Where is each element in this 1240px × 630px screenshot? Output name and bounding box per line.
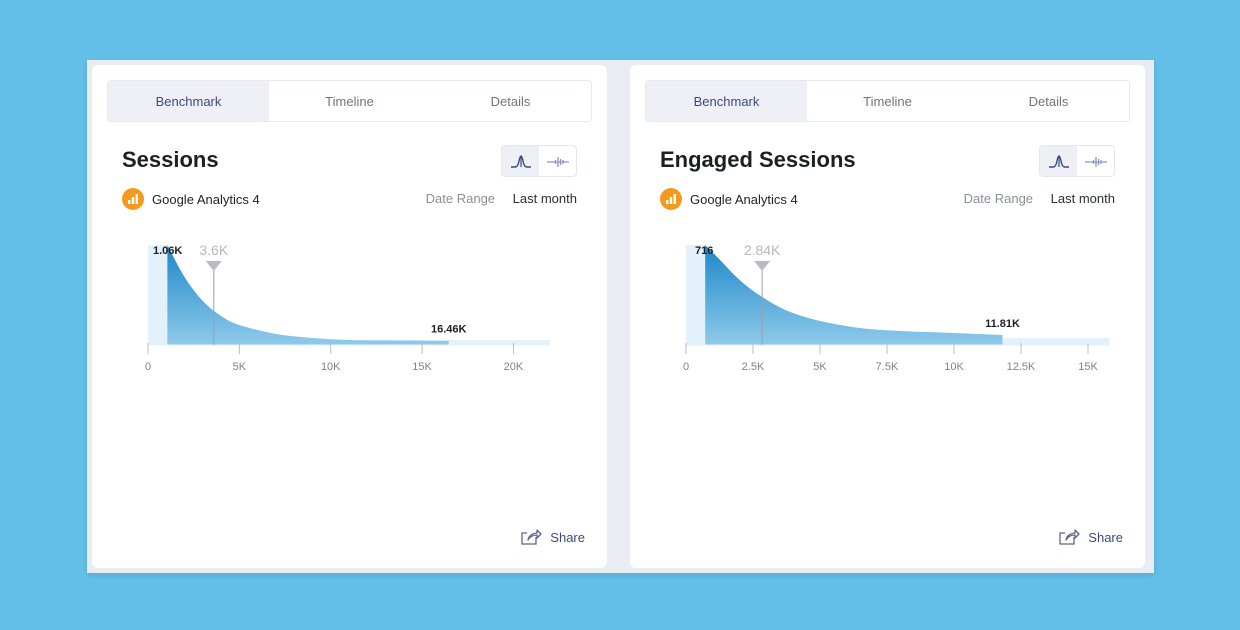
share-label: Share: [1088, 529, 1123, 545]
histogram-view-button[interactable]: [1077, 146, 1114, 176]
date-range-label: Date Range: [425, 191, 496, 206]
histogram-icon: [546, 157, 569, 167]
benchmark-chart: 0 2.5K 5K 7.5K 10K 12.5K 15K 2.84K 716 11.81K: [683, 242, 1110, 373]
histogram-view-button[interactable]: [539, 146, 576, 176]
source-label: Google Analytics 4: [690, 191, 798, 207]
card-title: Engaged Sessions: [660, 147, 856, 172]
x-tick-label: 10K: [321, 361, 341, 373]
tab-bar: Benchmark Timeline Details: [645, 80, 1130, 122]
tab-timeline[interactable]: Timeline: [325, 93, 374, 109]
distribution-area: [167, 245, 449, 345]
benchmark-marker: [205, 261, 222, 271]
end-value-label: 16.46K: [431, 324, 467, 336]
distribution-tail-band: [448, 340, 550, 345]
x-tick-label: 7.5K: [876, 361, 899, 373]
google-analytics-icon: [122, 188, 144, 210]
x-tick-label: 5K: [813, 361, 827, 373]
benchmark-marker: [754, 261, 771, 271]
x-tick-label: 10K: [944, 361, 964, 373]
sessions-card: Benchmark Timeline Details Sessions Goog…: [92, 65, 607, 568]
x-tick-label: 15K: [412, 361, 432, 373]
tab-details[interactable]: Details: [1028, 93, 1069, 109]
card-title: Sessions: [122, 147, 219, 172]
date-range-label: Date Range: [963, 191, 1034, 206]
benchmark-label: 3.6K: [199, 242, 228, 258]
date-range: Date Range Last month: [964, 191, 1115, 206]
tab-benchmark[interactable]: Benchmark: [646, 81, 807, 121]
share-label: Share: [550, 529, 585, 545]
date-range: Date Range Last month: [426, 191, 577, 206]
share-icon: [521, 529, 542, 545]
x-tick-label: 15K: [1078, 361, 1098, 373]
distribution-view-button[interactable]: [1040, 146, 1077, 176]
distribution-lead-band: [686, 245, 706, 345]
x-tick-label: 20K: [504, 361, 524, 373]
tab-benchmark[interactable]: Benchmark: [108, 81, 269, 121]
distribution-area: [705, 245, 1003, 345]
bell-curve-icon: [1048, 155, 1069, 168]
tab-timeline[interactable]: Timeline: [863, 93, 912, 109]
peak-value-label: 716: [695, 245, 713, 257]
benchmark-chart: 0 5K 10K 15K 20K 3.6K 1.06K 16.46K: [145, 242, 550, 373]
x-tick-label: 5K: [233, 361, 247, 373]
date-range-value[interactable]: Last month: [512, 191, 577, 206]
peak-value-label: 1.06K: [153, 245, 182, 257]
distribution-tail-band: [1002, 338, 1110, 345]
chart-view-toggle: [1039, 145, 1115, 177]
date-range-value[interactable]: Last month: [1050, 191, 1115, 206]
distribution-view-button[interactable]: [502, 146, 539, 176]
engaged-sessions-card: Benchmark Timeline Details Engaged Sessi…: [630, 65, 1145, 568]
tab-bar: Benchmark Timeline Details: [107, 80, 592, 122]
chart-view-toggle: [501, 145, 577, 177]
dashboard-frame: Benchmark Timeline Details Sessions Goog…: [87, 60, 1154, 573]
benchmark-label: 2.84K: [744, 242, 781, 258]
data-source: Google Analytics 4: [660, 188, 798, 210]
histogram-icon: [1084, 157, 1107, 167]
end-value-label: 11.81K: [985, 318, 1020, 330]
share-icon: [1059, 529, 1080, 545]
x-tick-label: 0: [683, 361, 689, 373]
distribution-lead-band: [148, 245, 168, 345]
share-button[interactable]: Share: [520, 528, 585, 546]
share-button[interactable]: Share: [1058, 528, 1123, 546]
source-label: Google Analytics 4: [152, 191, 260, 207]
x-tick-label: 12.5K: [1007, 361, 1036, 373]
data-source: Google Analytics 4: [122, 188, 260, 210]
google-analytics-icon: [660, 188, 682, 210]
x-tick-label: 2.5K: [742, 361, 765, 373]
x-tick-label: 0: [145, 361, 151, 373]
tab-details[interactable]: Details: [490, 93, 531, 109]
bell-curve-icon: [510, 155, 531, 168]
